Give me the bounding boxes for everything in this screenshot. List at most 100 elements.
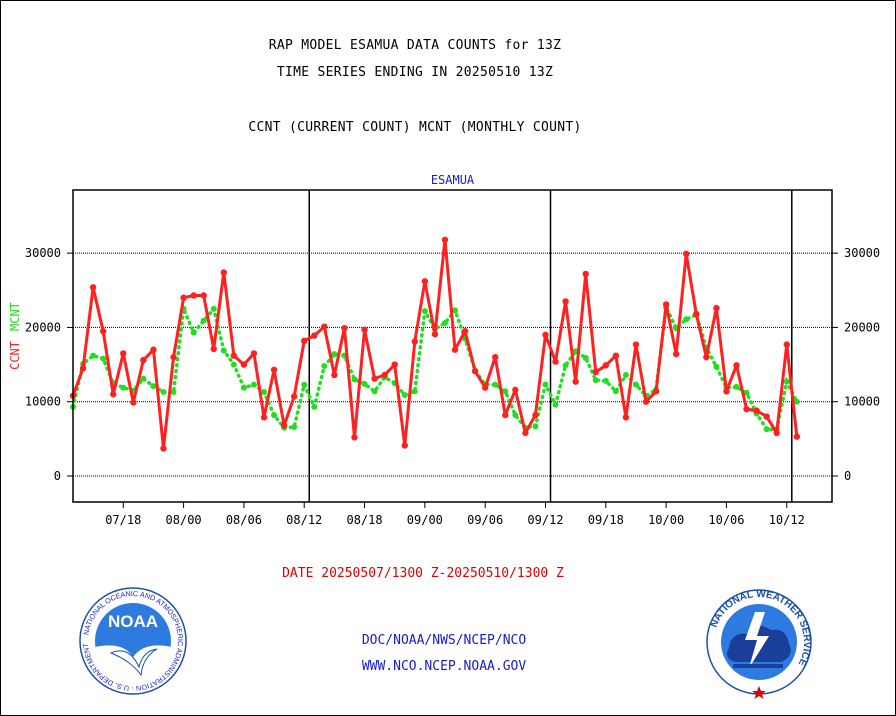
ccnt-point xyxy=(230,352,238,359)
ccnt-point xyxy=(79,365,87,372)
ccnt-point xyxy=(381,371,388,379)
ccnt-point xyxy=(290,393,298,400)
mcnt-point xyxy=(331,351,338,358)
ccnt-point xyxy=(471,368,479,375)
ccnt-point xyxy=(140,356,147,364)
ccnt-point xyxy=(532,411,539,419)
mcnt-point xyxy=(170,389,177,396)
ccnt-point xyxy=(341,324,348,332)
mcnt-point xyxy=(150,383,157,390)
ccnt-point xyxy=(99,327,107,335)
x-tick-label: 08/18 xyxy=(346,513,382,527)
mcnt-point xyxy=(733,383,740,390)
mcnt-point xyxy=(793,398,800,405)
mcnt-point xyxy=(220,347,227,354)
mcnt-point xyxy=(361,380,368,387)
ccnt-point xyxy=(89,284,97,291)
ccnt-point xyxy=(411,338,419,345)
ccnt-point xyxy=(441,236,449,243)
mcnt-point xyxy=(602,377,609,384)
ccnt-point xyxy=(180,294,187,301)
ccnt-point xyxy=(301,337,308,344)
mcnt-point xyxy=(200,317,207,324)
ccnt-point xyxy=(793,433,801,440)
y-tick-label-left: 0 xyxy=(54,469,61,483)
y-tick-label-right: 30000 xyxy=(844,246,880,260)
mcnt-point xyxy=(291,423,298,430)
ccnt-point xyxy=(240,361,248,368)
ccnt-point xyxy=(502,411,509,419)
mcnt-point xyxy=(582,354,589,361)
y-tick-label-right: 20000 xyxy=(844,320,880,334)
ccnt-point xyxy=(733,362,740,369)
x-tick-label: 09/12 xyxy=(527,513,563,527)
ccnt-point xyxy=(451,346,459,353)
ccnt-point xyxy=(331,371,338,379)
ccnt-point xyxy=(110,391,117,398)
y-tick-label-left: 20000 xyxy=(25,320,61,334)
mcnt-point xyxy=(612,388,619,395)
mcnt-point xyxy=(622,371,629,378)
ccnt-point xyxy=(672,350,680,358)
ccnt-point xyxy=(220,269,227,276)
plot-area-border xyxy=(72,189,833,503)
mcnt-point xyxy=(441,319,448,326)
mcnt-point xyxy=(763,426,770,433)
mcnt-point xyxy=(210,305,217,312)
mcnt-point xyxy=(371,388,378,395)
mcnt-point xyxy=(592,377,599,384)
ccnt-point xyxy=(693,310,700,318)
mcnt-point xyxy=(120,384,127,391)
y-axis-label-ccnt: CCNT xyxy=(8,341,22,370)
x-tick-label: 09/18 xyxy=(588,513,624,527)
org-path-link[interactable]: DOC/NOAA/NWS/NCEP/NCO xyxy=(361,633,527,648)
ccnt-point xyxy=(361,326,368,333)
mcnt-point xyxy=(713,363,720,370)
mcnt-point xyxy=(250,381,257,388)
x-tick-label: 10/06 xyxy=(708,513,744,527)
ccnt-point xyxy=(311,332,318,339)
y-axis-label-mcnt: MCNT xyxy=(8,302,22,331)
mcnt-point xyxy=(271,412,278,419)
chart-title-line1: RAP MODEL ESAMUA DATA COUNTS for 13Z xyxy=(268,38,562,53)
mcnt-point xyxy=(230,361,237,368)
ccnt-point xyxy=(723,388,730,395)
ccnt-point xyxy=(421,278,429,285)
ccnt-point xyxy=(743,405,750,413)
ccnt-point xyxy=(522,429,529,437)
ccnt-point xyxy=(250,350,258,357)
chart-subtitle: CCNT (CURRENT COUNT) MCNT (MONTHLY COUNT… xyxy=(248,120,582,135)
ccnt-point xyxy=(642,398,650,405)
y-axis-label: CCNT MCNT xyxy=(8,302,22,370)
ccnt-point xyxy=(321,323,328,330)
mcnt-point xyxy=(492,381,499,388)
mcnt-point xyxy=(532,423,539,430)
plot-group: 0 0 10000 10000 20000 20000 30000 30000 07/18 08/… xyxy=(8,173,880,527)
ccnt-point xyxy=(652,388,660,395)
ccnt-point xyxy=(622,414,630,421)
mcnt-point xyxy=(562,362,569,369)
plot-title: ESAMUA xyxy=(431,173,475,187)
date-range: DATE 20250507/1300 Z-20250510/1300 Z xyxy=(282,566,564,581)
ccnt-point xyxy=(773,429,780,437)
y-tick-label-right: 0 xyxy=(844,469,851,483)
ccnt-point xyxy=(150,346,157,353)
ccnt-point xyxy=(562,298,569,305)
mcnt-point xyxy=(411,388,418,395)
mcnt-point xyxy=(261,389,268,396)
x-tick-label: 10/12 xyxy=(769,513,805,527)
y-tick-label-right: 10000 xyxy=(844,395,880,409)
y-tick-label-left: 30000 xyxy=(25,246,61,260)
mcnt-point xyxy=(512,412,519,419)
ccnt-point xyxy=(391,361,398,368)
x-tick-label: 10/00 xyxy=(648,513,684,527)
ccnt-point xyxy=(713,304,720,312)
ccnt-point xyxy=(612,352,620,359)
mcnt-point xyxy=(351,376,358,383)
x-tick-label: 09/06 xyxy=(467,513,503,527)
website-link[interactable]: WWW.NCO.NCEP.NOAA.GOV xyxy=(361,659,527,674)
ccnt-point xyxy=(200,292,207,299)
x-tick-label: 08/00 xyxy=(166,513,202,527)
mcnt-point xyxy=(542,381,549,388)
mcnt-point xyxy=(632,381,639,388)
